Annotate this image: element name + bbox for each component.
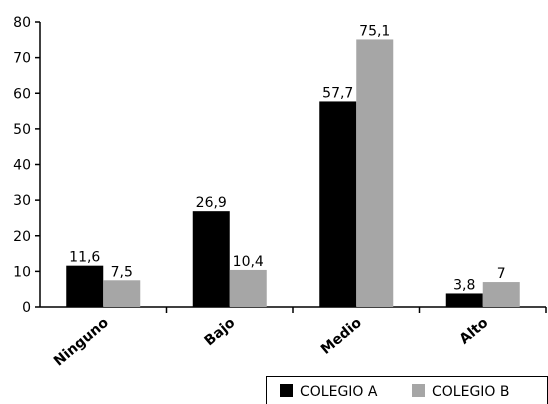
legend-swatch <box>280 384 293 397</box>
y-tick-label: 80 <box>13 15 31 31</box>
y-tick-label: 0 <box>22 300 31 316</box>
x-category-label: Ninguno <box>51 315 112 370</box>
legend-label: COLEGIO B <box>432 384 510 400</box>
bar-value-label: 7 <box>497 266 506 282</box>
y-tick-label: 30 <box>13 193 31 209</box>
x-category-label: Alto <box>457 315 492 348</box>
bar-value-label: 26,9 <box>196 195 227 211</box>
bars <box>66 39 520 308</box>
bar <box>356 39 394 308</box>
bar-value-label: 7,5 <box>111 264 133 280</box>
y-tick-label: 40 <box>13 158 31 174</box>
y-tick-label: 60 <box>13 86 31 102</box>
bar <box>445 293 483 307</box>
x-category-label: Bajo <box>202 315 239 350</box>
bar <box>66 265 104 307</box>
bar <box>229 269 267 307</box>
bar-value-label: 11,6 <box>69 250 100 266</box>
bar <box>482 282 520 307</box>
x-axis: Ninguno Bajo Medio Alto <box>40 306 547 370</box>
data-labels: 11,6 7,5 26,9 10,4 57,7 75,1 3,8 7 <box>69 23 506 293</box>
y-tick-label: 10 <box>13 264 31 280</box>
y-tick-label: 70 <box>13 51 31 67</box>
x-category-label: Medio <box>318 315 365 358</box>
legend-label: COLEGIO A <box>300 384 378 400</box>
bar <box>319 101 357 307</box>
legend-box <box>266 376 548 404</box>
bar-value-label: 57,7 <box>322 85 353 101</box>
bar-value-label: 75,1 <box>359 23 390 39</box>
y-tick-label: 50 <box>13 122 31 138</box>
bar <box>192 211 230 307</box>
bar-value-label: 10,4 <box>233 254 264 270</box>
bar <box>103 280 141 307</box>
bar-value-label: 3,8 <box>453 277 475 293</box>
y-axis: 0 10 20 30 40 50 60 70 80 <box>13 15 41 316</box>
legend: COLEGIO A COLEGIO B <box>266 376 548 404</box>
legend-swatch <box>412 384 425 397</box>
y-tick-label: 20 <box>13 229 31 245</box>
